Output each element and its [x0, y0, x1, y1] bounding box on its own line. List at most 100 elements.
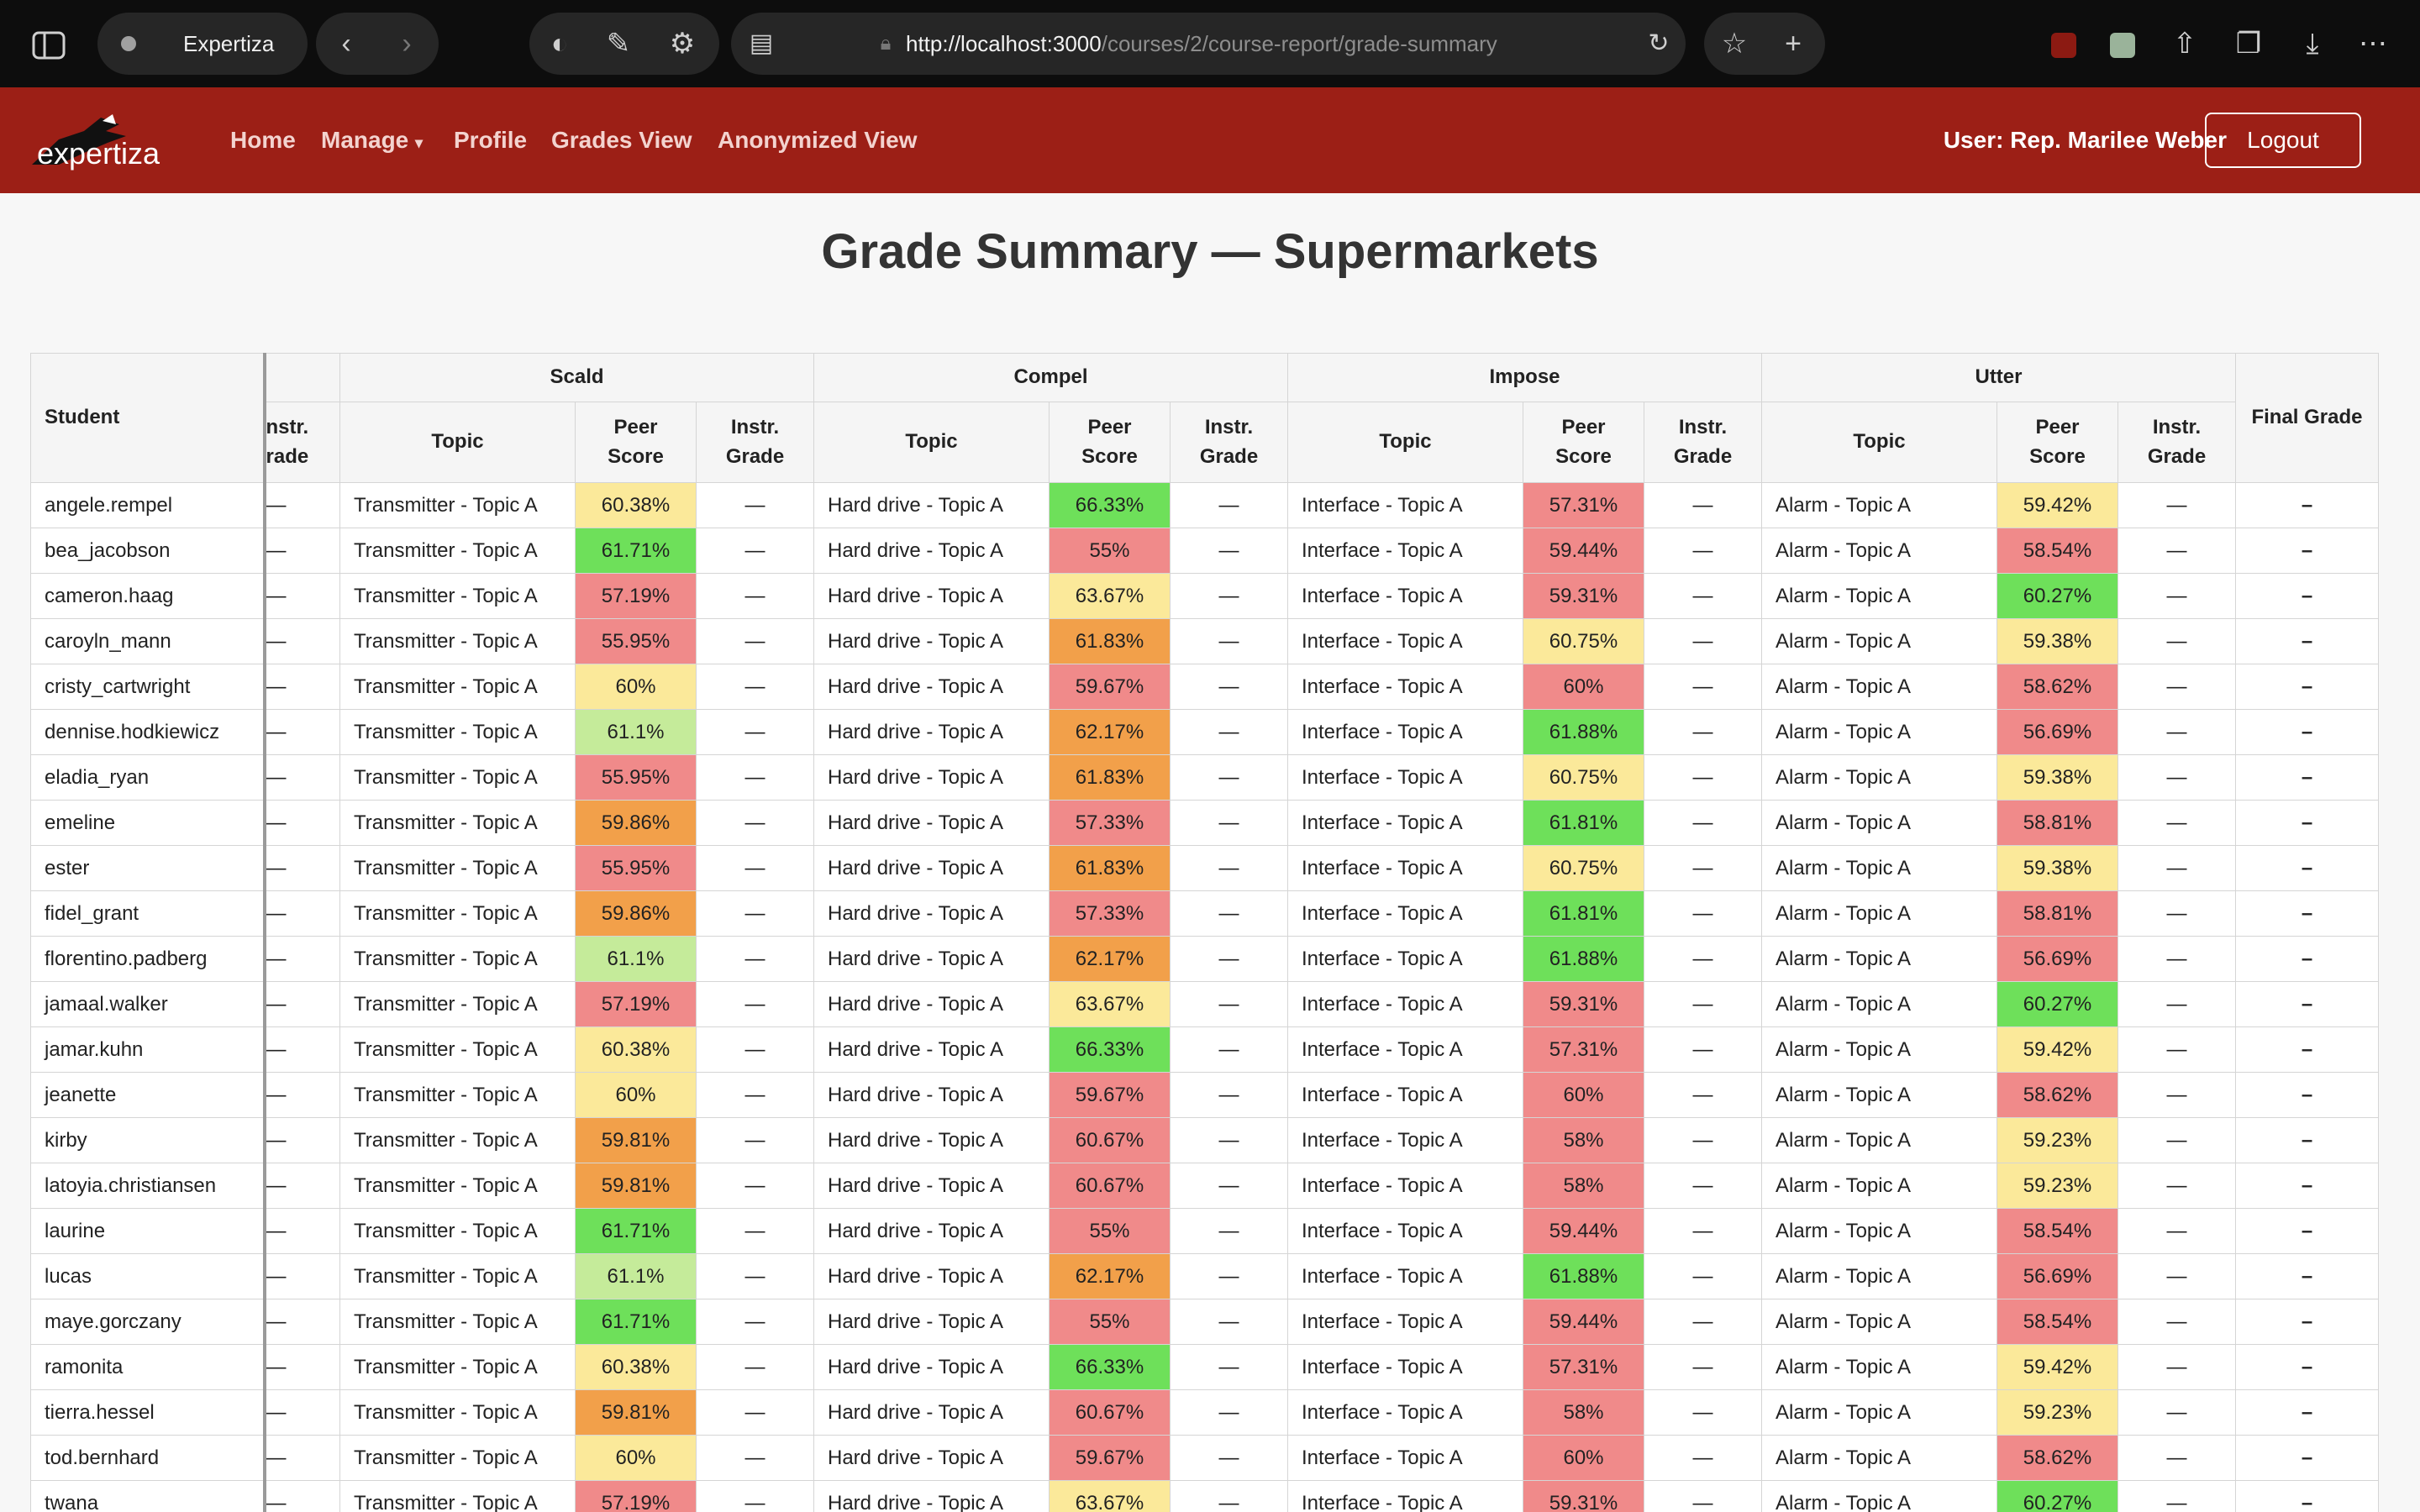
peer-score-cell[interactable]: 60.38% [575, 1344, 697, 1390]
peer-score-cell[interactable]: 60% [1523, 1072, 1644, 1118]
student-name-cell[interactable]: kirby [30, 1117, 266, 1163]
peer-score-cell[interactable]: 61.71% [575, 528, 697, 574]
peer-score-cell[interactable]: 59.67% [1049, 664, 1171, 710]
peer-score-cell[interactable]: 66.33% [1049, 1344, 1171, 1390]
peer-score-cell[interactable]: 60% [575, 664, 697, 710]
peer-score-cell[interactable]: 59.38% [1996, 618, 2118, 664]
peer-score-cell[interactable]: 57.31% [1523, 482, 1644, 528]
peer-score-cell[interactable]: 61.88% [1523, 709, 1644, 755]
forward-icon[interactable]: › [402, 28, 412, 60]
peer-score-cell[interactable]: 61.81% [1523, 800, 1644, 846]
nav-anonymized-view[interactable]: Anonymized View [718, 127, 918, 153]
peer-score-cell[interactable]: 59.44% [1523, 1299, 1644, 1345]
peer-score-cell[interactable]: 63.67% [1049, 573, 1171, 619]
student-name-cell[interactable]: florentino.padberg [30, 936, 266, 982]
peer-score-cell[interactable]: 57.19% [575, 1480, 697, 1512]
peer-score-cell[interactable]: 61.83% [1049, 754, 1171, 801]
student-name-cell[interactable]: angele.rempel [30, 482, 266, 528]
pen-icon[interactable]: ✎ [606, 28, 631, 60]
student-name-cell[interactable]: bea_jacobson [30, 528, 266, 574]
peer-score-cell[interactable]: 60.27% [1996, 981, 2118, 1027]
logout-button[interactable]: Logout [2205, 113, 2361, 168]
peer-score-cell[interactable]: 58.62% [1996, 1072, 2118, 1118]
nav-manage[interactable]: Manage ▾ [321, 87, 423, 196]
peer-score-cell[interactable]: 57.19% [575, 573, 697, 619]
peer-score-cell[interactable]: 61.1% [575, 709, 697, 755]
nav-grades-view[interactable]: Grades View [551, 127, 692, 153]
peer-score-cell[interactable]: 57.33% [1049, 800, 1171, 846]
peer-score-header[interactable]: Peer Score [575, 402, 697, 483]
peer-score-cell[interactable]: 62.17% [1049, 1253, 1171, 1299]
peer-score-cell[interactable]: 57.33% [1049, 890, 1171, 937]
peer-score-cell[interactable]: 60.75% [1523, 845, 1644, 891]
peer-score-cell[interactable]: 55% [1049, 1299, 1171, 1345]
peer-score-cell[interactable]: 66.33% [1049, 1026, 1171, 1073]
peer-score-cell[interactable]: 59.23% [1996, 1163, 2118, 1209]
tabs-overview-icon[interactable]: ❐ [2235, 28, 2262, 60]
student-name-cell[interactable]: lucas [30, 1253, 266, 1299]
peer-score-cell[interactable]: 55% [1049, 1208, 1171, 1254]
peer-score-cell[interactable]: 60.75% [1523, 754, 1644, 801]
peer-score-cell[interactable]: 58.62% [1996, 1435, 2118, 1481]
peer-score-cell[interactable]: 57.31% [1523, 1026, 1644, 1073]
peer-score-cell[interactable]: 56.69% [1996, 936, 2118, 982]
peer-score-cell[interactable]: 58.54% [1996, 1208, 2118, 1254]
student-name-cell[interactable]: tierra.hessel [30, 1389, 266, 1436]
peer-score-cell[interactable]: 60.38% [575, 1026, 697, 1073]
peer-score-cell[interactable]: 61.83% [1049, 618, 1171, 664]
peer-score-cell[interactable]: 56.69% [1996, 1253, 2118, 1299]
student-name-cell[interactable]: tod.bernhard [30, 1435, 266, 1481]
logo-text[interactable]: expertiza [37, 136, 160, 171]
student-name-cell[interactable]: ramonita [30, 1344, 266, 1390]
peer-score-cell[interactable]: 59.81% [575, 1389, 697, 1436]
student-name-cell[interactable]: twana [30, 1480, 266, 1512]
peer-score-cell[interactable]: 59.23% [1996, 1389, 2118, 1436]
peer-score-cell[interactable]: 60.38% [575, 482, 697, 528]
peer-score-cell[interactable]: 63.67% [1049, 1480, 1171, 1512]
peer-score-cell[interactable]: 61.71% [575, 1299, 697, 1345]
student-column-header[interactable]: Student [30, 353, 266, 483]
student-name-cell[interactable]: dennise.hodkiewicz [30, 709, 266, 755]
peer-score-cell[interactable]: 55.95% [575, 845, 697, 891]
peer-score-cell[interactable]: 55.95% [575, 618, 697, 664]
peer-score-cell[interactable]: 58.81% [1996, 800, 2118, 846]
final-grade-header[interactable]: Final Grade [2235, 353, 2379, 483]
instr-grade-header[interactable]: Instr. Grade [2118, 402, 2236, 483]
peer-score-cell[interactable]: 59.42% [1996, 482, 2118, 528]
instr-grade-header[interactable]: Instr. Grade [1170, 402, 1288, 483]
peer-score-cell[interactable]: 60% [575, 1435, 697, 1481]
student-name-cell[interactable]: caroyln_mann [30, 618, 266, 664]
peer-score-cell[interactable]: 59.67% [1049, 1072, 1171, 1118]
peer-score-cell[interactable]: 59.38% [1996, 845, 2118, 891]
peer-score-cell[interactable]: 61.1% [575, 936, 697, 982]
peer-score-cell[interactable]: 59.42% [1996, 1344, 2118, 1390]
peer-score-cell[interactable]: 61.81% [1523, 890, 1644, 937]
peer-score-cell[interactable]: 61.83% [1049, 845, 1171, 891]
student-name-cell[interactable]: cameron.haag [30, 573, 266, 619]
peer-score-cell[interactable]: 59.38% [1996, 754, 2118, 801]
student-name-cell[interactable]: jamar.kuhn [30, 1026, 266, 1073]
extension-icon[interactable] [2099, 13, 2146, 75]
student-name-cell[interactable]: cristy_cartwright [30, 664, 266, 710]
peer-score-cell[interactable]: 61.88% [1523, 1253, 1644, 1299]
peer-score-cell[interactable]: 59.31% [1523, 573, 1644, 619]
peer-score-cell[interactable]: 58.54% [1996, 1299, 2118, 1345]
sidebar-toggle-icon[interactable] [25, 13, 72, 75]
ublock-icon[interactable] [2040, 13, 2087, 75]
peer-score-header[interactable]: Peer Score [1523, 402, 1644, 483]
student-name-cell[interactable]: jeanette [30, 1072, 266, 1118]
student-name-cell[interactable]: latoyia.christiansen [30, 1163, 266, 1209]
peer-score-cell[interactable]: 58.81% [1996, 890, 2118, 937]
peer-score-cell[interactable]: 59.42% [1996, 1026, 2118, 1073]
peer-score-cell[interactable]: 59.31% [1523, 981, 1644, 1027]
peer-score-cell[interactable]: 62.17% [1049, 709, 1171, 755]
peer-score-cell[interactable]: 60.67% [1049, 1163, 1171, 1209]
peer-score-cell[interactable]: 58% [1523, 1117, 1644, 1163]
peer-score-cell[interactable]: 58.54% [1996, 528, 2118, 574]
peer-score-cell[interactable]: 55.95% [575, 754, 697, 801]
new-tab-plus-icon[interactable]: + [1785, 28, 1802, 60]
student-name-cell[interactable]: laurine [30, 1208, 266, 1254]
peer-score-cell[interactable]: 59.23% [1996, 1117, 2118, 1163]
nav-home[interactable]: Home [230, 127, 296, 153]
url-text[interactable]: http://localhost:3000/courses/2/course-r… [906, 31, 1497, 56]
